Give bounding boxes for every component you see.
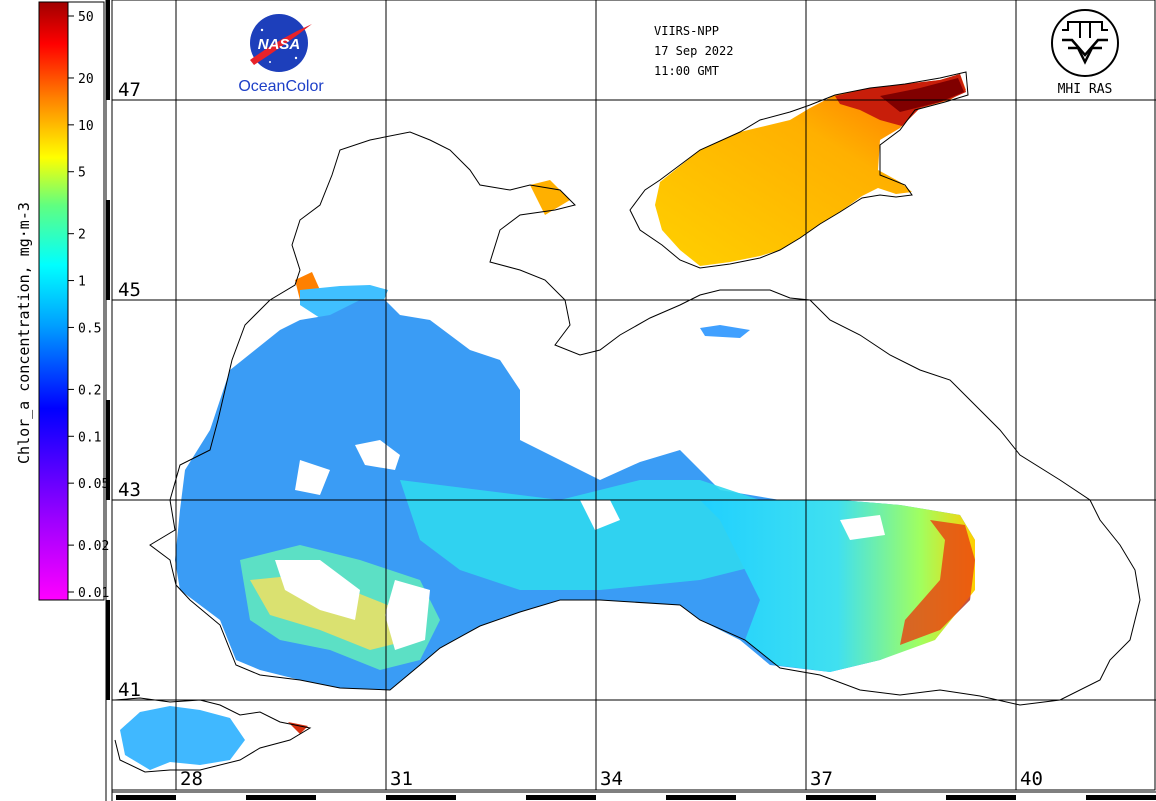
- colorbar-tick-label: 0.01: [78, 586, 109, 601]
- colorbar-tick-panel: [67, 1, 105, 601]
- colorbar-tick-label: 0.05: [78, 477, 109, 492]
- colorbar-gradient: [38, 1, 69, 601]
- oceancolor-caption: OceanColor: [238, 78, 324, 95]
- azov-coastline: [629, 71, 969, 269]
- lat-lon-grid: [112, 0, 1156, 790]
- kerch-patch: [700, 325, 750, 338]
- map-frame: [111, 0, 1156, 791]
- latitude-labels: 47 45 43 41: [118, 79, 141, 701]
- colorbar-tick-label: 10: [78, 119, 94, 134]
- mhi-emblem-icon: [1051, 9, 1119, 77]
- mhi-ras-caption: MHI RAS: [1058, 82, 1113, 97]
- lon-label-28: 28: [180, 768, 203, 790]
- chlorophyll-data: [120, 74, 975, 770]
- colorbar-tick-label: 0.5: [78, 321, 101, 336]
- lon-label-34: 34: [600, 768, 623, 790]
- lat-label-43: 43: [118, 479, 141, 501]
- image-header: VIIRS-NPP 17 Sep 2022 11:00 GMT: [654, 24, 733, 78]
- colorbar-tick-label: 1: [78, 275, 86, 290]
- mhi-ras-logo: MHI RAS: [1051, 9, 1119, 97]
- cloud-gap-3: [295, 460, 330, 495]
- bottom-scale-bar: [112, 791, 1156, 800]
- cloud-gap-2: [275, 560, 360, 620]
- lon-label-37: 37: [810, 768, 833, 790]
- black-sea-coastline: [149, 131, 1141, 706]
- central-cyan-band: [400, 480, 800, 590]
- colorbar-tick-label: 0.2: [78, 383, 101, 398]
- crimea-west-patch: [530, 180, 570, 215]
- eastern-coast-red: [900, 520, 975, 645]
- left-scale-bar: [105, 0, 113, 801]
- cloud-gap-1: [355, 440, 400, 470]
- colorbar-tick-label: 20: [78, 72, 94, 87]
- colorbar-title: Chlor_a concentration, mg·m-3: [15, 202, 33, 464]
- nasa-oceancolor-logo: NASA OceanColor: [238, 14, 324, 95]
- longitude-labels: 28 31 34 37 40: [180, 768, 1043, 790]
- marmara-coastline: [114, 697, 312, 773]
- colorbar-tick-label: 0.02: [78, 539, 109, 554]
- coastline: [114, 71, 1141, 773]
- colorbar: Chlor_a concentration, mg·m-3 50 20 10 5 2 1 0…: [15, 1, 109, 601]
- colorbar-ticks: 50 20 10 5 2 1 0.5 0.2 0.1 0.05 0.02 0.01: [68, 10, 109, 601]
- marmara-sea-data: [120, 706, 245, 770]
- acquisition-date: 17 Sep 2022: [654, 44, 733, 58]
- cloud-gap-4: [385, 580, 430, 650]
- colorbar-tick-label: 50: [78, 10, 94, 25]
- cloud-gap-6: [840, 515, 885, 540]
- colorbar-tick-label: 0.1: [78, 430, 101, 445]
- azov-dark-tail: [880, 78, 964, 112]
- cloud-gap-5: [580, 500, 620, 530]
- lon-label-31: 31: [390, 768, 413, 790]
- nasa-logo-text: NASA: [258, 36, 301, 53]
- nasa-red-swoosh-icon: [250, 24, 312, 65]
- lat-label-41: 41: [118, 679, 141, 701]
- lon-label-40: 40: [1020, 768, 1043, 790]
- lat-label-45: 45: [118, 279, 141, 301]
- acquisition-time: 11:00 GMT: [654, 64, 719, 78]
- colorbar-tick-label: 2: [78, 228, 86, 243]
- lat-label-47: 47: [118, 79, 141, 101]
- colorbar-tick-label: 5: [78, 166, 86, 181]
- sensor-name: VIIRS-NPP: [654, 24, 719, 38]
